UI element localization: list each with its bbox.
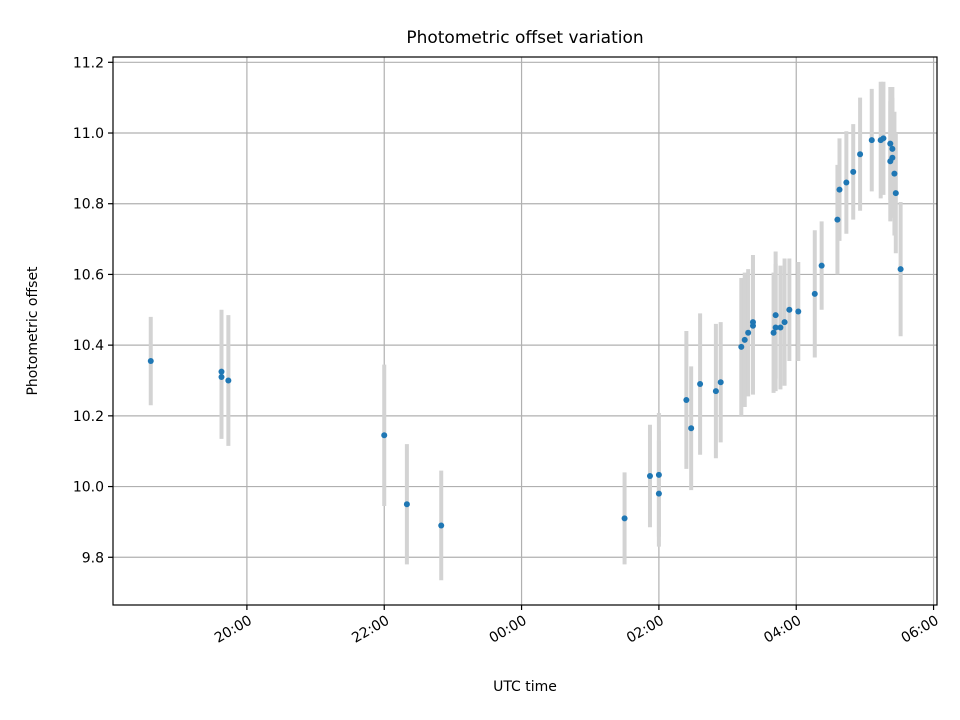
data-point: [749, 322, 756, 329]
data-point: [646, 472, 653, 479]
y-tick-label: 10.6: [73, 267, 104, 283]
y-axis: 9.8 10.0 10.2 10.4 10.6 10.8 11.0 11.2: [73, 55, 113, 566]
data-point: [777, 324, 784, 331]
data-point: [889, 154, 896, 161]
x-tick-label: 02:00: [624, 613, 667, 647]
data-point: [655, 490, 662, 497]
data-point: [218, 368, 225, 375]
y-tick-label: 11.2: [73, 55, 104, 71]
data-point: [621, 515, 628, 522]
data-point: [745, 329, 752, 336]
data-point: [381, 432, 388, 439]
data-point: [738, 343, 745, 350]
y-tick-label: 10.0: [73, 480, 104, 496]
data-point: [868, 137, 875, 144]
data-point: [655, 471, 662, 478]
data-point: [887, 140, 894, 147]
data-point: [717, 379, 724, 386]
data-point: [218, 373, 225, 380]
data-point: [772, 324, 779, 331]
data-points: [147, 135, 904, 529]
data-point: [786, 306, 793, 313]
x-axis: 20:00 22:00 00:00 02:00 04:00 06:00: [212, 605, 942, 647]
data-point: [683, 396, 690, 403]
data-point: [889, 145, 896, 152]
data-point: [880, 135, 887, 142]
x-tick-label: 00:00: [487, 613, 530, 647]
error-bars: [148, 81, 903, 581]
data-point: [843, 179, 850, 186]
data-point: [891, 170, 898, 177]
data-point: [772, 312, 779, 319]
data-point: [818, 262, 825, 269]
data-point: [147, 358, 154, 365]
data-point: [438, 522, 445, 529]
y-axis-label: Photometric offset: [25, 266, 41, 396]
grid: [113, 57, 937, 605]
x-tick-label: 06:00: [899, 613, 942, 647]
data-point: [741, 336, 748, 343]
plot-frame: [112, 56, 938, 606]
data-point: [836, 186, 843, 193]
y-tick-label: 10.8: [73, 197, 104, 213]
data-point: [892, 190, 899, 197]
data-point: [781, 319, 788, 326]
data-point: [811, 290, 818, 297]
y-tick-label: 11.0: [73, 126, 104, 142]
data-point: [403, 501, 410, 508]
data-point: [857, 151, 864, 158]
data-point: [225, 377, 232, 384]
x-axis-label: UTC time: [493, 679, 557, 695]
y-tick-label: 10.4: [73, 338, 104, 354]
data-point: [834, 216, 841, 223]
data-point: [697, 381, 704, 388]
x-tick-label: 22:00: [349, 613, 392, 647]
x-tick-label: 20:00: [212, 613, 255, 647]
data-point: [795, 308, 802, 315]
data-point: [850, 168, 857, 175]
y-tick-label: 10.2: [73, 409, 104, 425]
y-tick-label: 9.8: [82, 550, 104, 566]
data-point: [712, 388, 719, 395]
data-point: [770, 329, 777, 336]
data-point: [897, 266, 904, 273]
x-tick-label: 04:00: [761, 613, 804, 647]
chart-title: Photometric offset variation: [406, 28, 643, 48]
data-point: [688, 425, 695, 432]
